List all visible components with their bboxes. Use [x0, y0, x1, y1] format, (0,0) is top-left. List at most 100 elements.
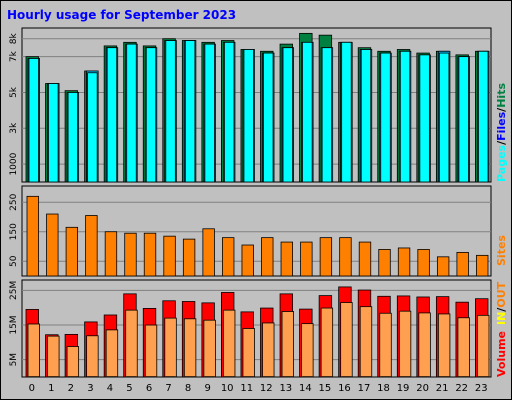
- volume-bar: [262, 322, 275, 378]
- pages-bar: [321, 47, 333, 183]
- middle-ytick-label: 150: [9, 223, 19, 240]
- x-tick-label: 3: [87, 383, 93, 394]
- top-ytick-label: 8k: [9, 32, 19, 44]
- volume-bar: [164, 317, 177, 378]
- sites-bar: [222, 237, 235, 277]
- sites-bar: [124, 232, 137, 277]
- volume-bar: [66, 346, 80, 378]
- pages-bar: [204, 43, 215, 183]
- x-tick-label: 0: [29, 383, 35, 394]
- pages-bar: [341, 41, 352, 183]
- pages-bar: [165, 40, 176, 183]
- volume-bar: [359, 306, 373, 378]
- volume-bar: [320, 307, 334, 378]
- sites-bar: [85, 215, 98, 277]
- pages-bar: [478, 50, 489, 183]
- volume-bar: [203, 319, 216, 378]
- x-tick-label: 13: [279, 383, 292, 394]
- legend-top: Pages/Files/Hits: [495, 83, 508, 182]
- top-ytick-label: 5k: [9, 86, 19, 98]
- volume-bar: [477, 314, 490, 378]
- volume-bar: [144, 324, 158, 378]
- sites-bar: [26, 195, 39, 277]
- x-tick-label: 10: [221, 383, 234, 394]
- top-ytick-label: 3k: [9, 122, 19, 134]
- sites-bar: [476, 254, 489, 277]
- middle-panel: 50 150 250: [9, 185, 492, 277]
- middle-ytick-label: 250: [9, 193, 19, 210]
- pages-bar: [302, 41, 313, 183]
- sites-bar: [417, 249, 430, 277]
- bottom-ytick-label: 25M: [9, 281, 19, 300]
- pages-bar: [184, 40, 196, 183]
- volume-bar: [437, 313, 451, 378]
- x-tick-label: 9: [204, 383, 210, 394]
- legend-sites: Sites: [495, 235, 508, 266]
- x-tick-label: 16: [338, 383, 351, 394]
- volume-bar: [242, 328, 255, 378]
- pages-bar: [48, 83, 59, 183]
- volume-bar: [418, 312, 431, 378]
- x-tick-label: 20: [416, 383, 429, 394]
- sites-bar: [300, 241, 313, 277]
- volume-bar: [86, 335, 99, 378]
- volume-bar: [125, 309, 138, 378]
- x-tick-label: 6: [146, 383, 152, 394]
- legend-hits: Hits: [495, 83, 508, 108]
- pages-bar: [263, 52, 274, 183]
- sites-bar: [241, 244, 254, 277]
- middle-ytick-label: 50: [9, 255, 19, 267]
- sites-bar: [436, 256, 450, 277]
- pages-bar: [67, 92, 79, 183]
- pages-bar: [145, 47, 157, 183]
- volume-bar: [183, 318, 197, 378]
- x-axis: 0 1 2 3 4 5 6 7 8 9 10 11 12 13 14 15 16 17 18 19 20 21 22 23: [29, 383, 488, 394]
- pages-bar: [380, 52, 391, 183]
- volume-bar: [340, 302, 353, 378]
- legend-files: Files: [495, 111, 508, 141]
- sites-bar: [456, 251, 469, 277]
- volume-bar: [379, 312, 392, 378]
- sites-bar: [46, 213, 59, 277]
- sites-bar: [261, 237, 274, 277]
- sites-bar: [378, 249, 391, 277]
- x-tick-label: 11: [240, 383, 253, 394]
- pages-bar: [282, 47, 293, 183]
- x-tick-label: 8: [185, 383, 191, 394]
- pages-bar: [458, 56, 469, 183]
- sites-bar: [319, 237, 333, 277]
- top-ytick-label: 7k: [9, 50, 19, 62]
- top-panel: 1000 3k 5k 7k 8k: [9, 27, 492, 183]
- sites-bar: [104, 231, 118, 277]
- volume-bar: [27, 323, 40, 378]
- pages-bar: [87, 72, 98, 183]
- x-tick-label: 14: [299, 383, 312, 394]
- legend-in: IN: [495, 312, 508, 325]
- x-tick-label: 19: [397, 383, 410, 394]
- x-tick-label: 18: [377, 383, 390, 394]
- sites-bar: [163, 235, 176, 277]
- bottom-ytick-label: 5M: [9, 353, 19, 367]
- legend-volume: Volume: [495, 331, 508, 377]
- pages-bar: [126, 43, 137, 183]
- legend-bottom: Volume IN/OUT: [495, 281, 508, 377]
- pages-bar: [399, 50, 411, 183]
- bottom-ytick-label: 15M: [9, 315, 19, 334]
- volume-bar: [223, 309, 236, 378]
- legend-sep-1: /: [495, 140, 508, 145]
- x-tick-label: 15: [319, 383, 332, 394]
- x-tick-label: 1: [48, 383, 54, 394]
- sites-bar: [65, 226, 79, 277]
- legend-sep-2: /: [495, 107, 508, 112]
- pages-bar: [419, 54, 430, 183]
- x-tick-label: 5: [126, 383, 132, 394]
- top-ytick-label: 1000: [9, 152, 19, 175]
- pages-bar: [224, 41, 235, 183]
- volume-bar: [281, 311, 294, 378]
- x-tick-label: 17: [358, 383, 371, 394]
- x-tick-label: 23: [475, 383, 488, 394]
- legend-pages: Pages: [495, 144, 508, 182]
- x-tick-label: 4: [107, 383, 113, 394]
- pages-bar: [106, 47, 118, 183]
